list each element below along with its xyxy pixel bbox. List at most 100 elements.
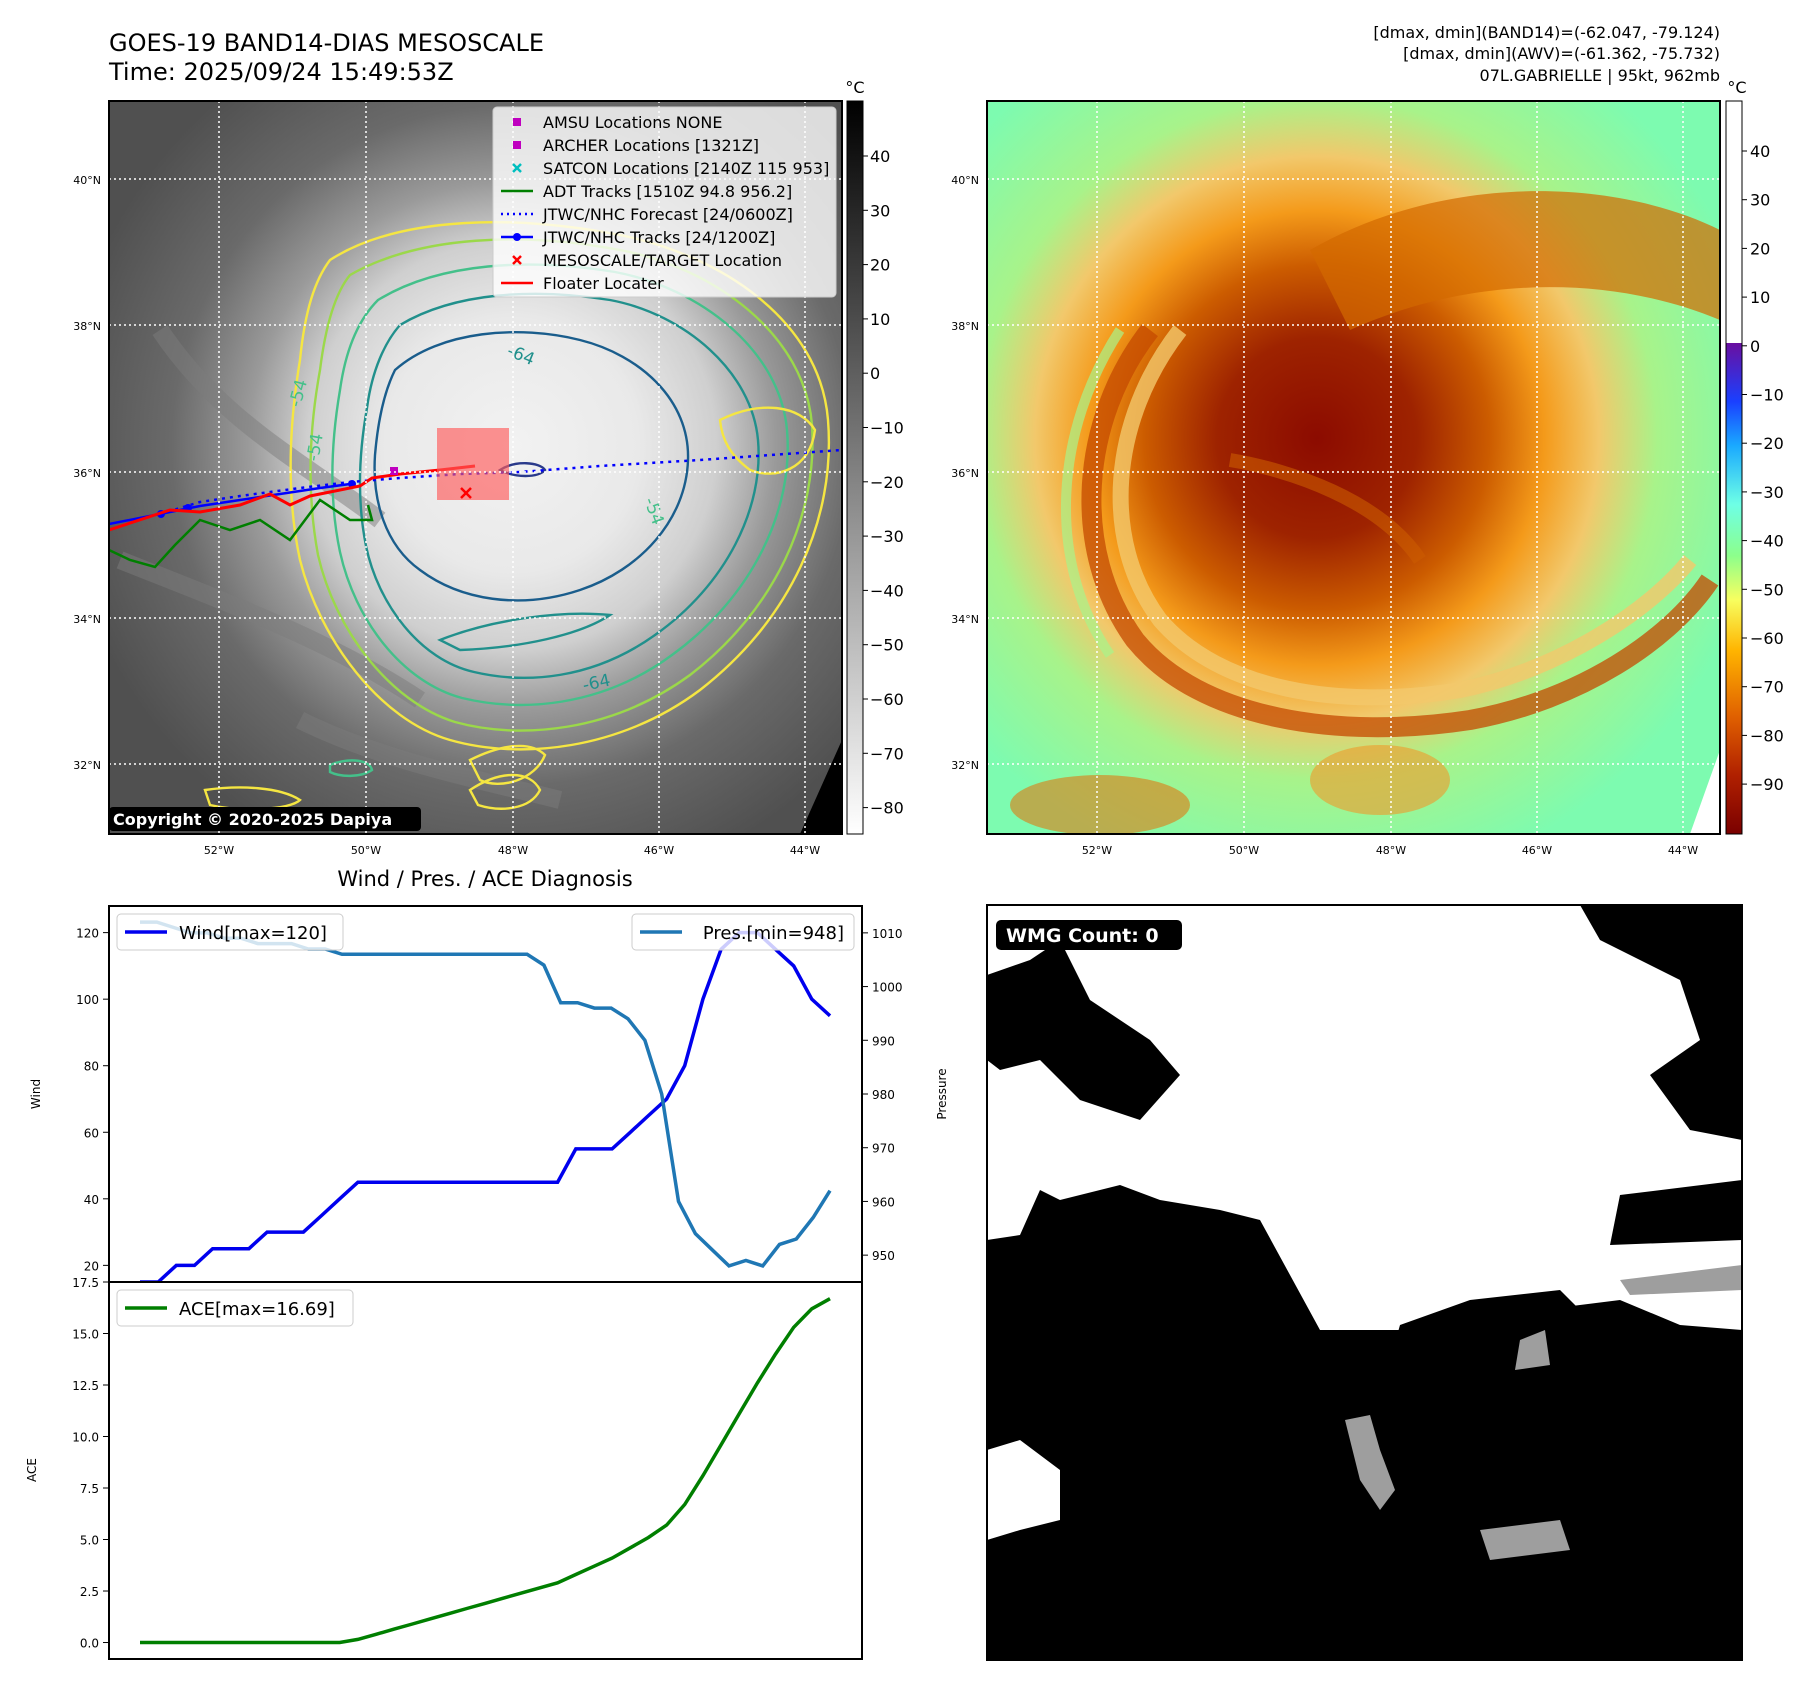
lon-tick-label: 52°W [1082,844,1112,857]
legend-marker-dot [513,233,521,241]
ace-ylabel: ACE [25,1458,39,1482]
awv-colorbar-tick-label: −10 [1750,386,1784,405]
awv-gridlines [987,101,1720,834]
ace-legend-label: ACE[max=16.69] [179,1299,335,1320]
ace-legend: ACE[max=16.69] [116,1289,354,1327]
awv-colorbar-tick-label: 30 [1750,191,1770,210]
pressure-ylabel: Pressure [935,1068,949,1119]
ir-colorbar-tick-label: −10 [870,419,904,438]
legend-entry-label: SATCON Locations [2140Z 115 953] [543,159,829,178]
awv-colorbar-tick-label: −30 [1750,483,1784,502]
ace-tick-label: 10.0 [72,1431,99,1445]
diag-title: Wind / Pres. / ACE Diagnosis [337,867,632,891]
ir-legend: AMSU Locations NONE ARCHER Locations [132… [492,106,837,298]
lat-tick-label: 36°N [73,467,101,480]
ir-colorbar-tick-label: −20 [870,473,904,492]
ir-colorbar-tick-label: −40 [870,581,904,600]
wind-tick-label: 20 [84,1259,99,1273]
ir-colorbar: °C 40 30 20 10 0 −10 −20 −30 −40 −50 −60 −70 −80 [845,78,904,835]
legend-entry-label: AMSU Locations NONE [543,113,722,132]
legend-marker [512,163,522,173]
wind-tick-label: 60 [84,1126,99,1140]
ir-colorbar-tick-label: 10 [870,310,890,329]
ace-tick-label: 12.5 [72,1379,99,1393]
contour-label-left: -54 [303,432,328,463]
awv-colorbar-tick-label: −80 [1750,726,1784,745]
lat-tick-label: 36°N [951,467,979,480]
lon-tick-label: 44°W [790,844,820,857]
wind-tick-label: 100 [76,993,99,1007]
ir-colorbar-tick-label: −50 [870,636,904,655]
legend-entry-label: JTWC/NHC Tracks [24/1200Z] [542,228,775,247]
ir-colorbar-tick-label: 0 [870,364,880,383]
pressure-legend: Pres.[min=948] [631,913,855,951]
lat-tick-label: 32°N [73,759,101,772]
awv-colorbar-tick-label: 0 [1750,337,1760,356]
figure-title: GOES-19 BAND14-DIAS MESOSCALE [109,29,544,57]
lon-tick-label: 48°W [1376,844,1406,857]
ace-tick-label: 5.0 [80,1534,99,1548]
awv-colorbar-tick-label: 40 [1750,142,1770,161]
lat-tick-label: 40°N [73,174,101,187]
awv-colorbar-tick-label: −90 [1750,775,1784,794]
wind-pressure-plot: 120 100 80 60 40 20 1010 1000 990 980 970 960 950 W… [29,905,949,1284]
wind-tick-label: 40 [84,1193,99,1207]
ir-track-lines [109,448,842,569]
ir-gridlines [109,101,842,834]
pressure-tick-label: 1010 [872,927,903,941]
ir-colorbar-tick-label: −70 [870,744,904,763]
ace-tick-label: 0.0 [80,1637,99,1651]
awv-colorbar-tick-label: −40 [1750,532,1784,551]
lon-tick-label: 44°W [1668,844,1698,857]
ir-colorbar-tick-label: −30 [870,527,904,546]
awv-colorbar-tick-label: −70 [1750,678,1784,697]
lon-tick-label: 50°W [1229,844,1259,857]
lon-tick-label: 46°W [1522,844,1552,857]
copyright-label: Copyright © 2020-2025 Dapiya [113,810,392,829]
ace-tick-label: 15.0 [72,1328,99,1342]
wmg-count-label: WMG Count: 0 [1006,925,1159,947]
info-storm: 07L.GABRIELLE | 95kt, 962mb [1480,66,1720,85]
lat-tick-label: 34°N [951,613,979,626]
lat-tick-label: 40°N [951,174,979,187]
ace-tick-label: 2.5 [80,1585,99,1599]
pressure-tick-label: 960 [872,1195,895,1209]
awv-image [987,101,1720,834]
ace-tick-label: 17.5 [72,1276,99,1290]
wind-series-line [140,930,832,1284]
archer-marker [390,467,398,475]
info-awv: [dmax, dmin](AWV)=(-61.362, -75.732) [1403,44,1720,63]
awv-colorbar-tick-label: 20 [1750,239,1770,258]
ir-map-panel: -64 -54 -54 -54 -64 Copyright © 2020-202… [108,100,843,835]
mesoscale-target-marker [460,487,472,499]
lat-tick-label: 34°N [73,613,101,626]
pressure-tick-label: 970 [872,1142,895,1156]
ir-colorbar-tick-label: −80 [870,799,904,818]
legend-marker [513,141,521,149]
awv-colorbar-tick-label: −60 [1750,629,1784,648]
lat-tick-label: 38°N [73,320,101,333]
figure-time: Time: 2025/09/24 15:49:53Z [108,58,454,86]
ir-colorbar-unit: °C [845,78,864,97]
awv-colorbar-unit: °C [1727,78,1746,97]
awv-colorbar-tick-label: −20 [1750,434,1784,453]
pressure-legend-label: Pres.[min=948] [703,923,844,944]
ir-colorbar-tick-label: −60 [870,690,904,709]
awv-colorbar-tick-label: 10 [1750,288,1770,307]
lat-tick-label: 32°N [951,759,979,772]
legend-marker [513,118,521,126]
wind-tick-label: 80 [84,1060,99,1074]
pressure-tick-label: 980 [872,1088,895,1102]
wind-tick-label: 120 [76,927,99,941]
ir-colorbar-tick-label: 30 [870,201,890,220]
legend-entry-label: JTWC/NHC Forecast [24/0600Z] [542,205,793,224]
lon-tick-label: 50°W [351,844,381,857]
info-band14: [dmax, dmin](BAND14)=(-62.047, -79.124) [1373,23,1720,42]
pressure-tick-label: 990 [872,1034,895,1048]
ace-plot: 17.5 15.0 12.5 10.0 7.5 5.0 2.5 0.0 ACE ACE[max… [25,1276,863,1660]
ace-series-line [140,1297,831,1645]
lon-tick-label: 48°W [498,844,528,857]
wind-legend-label: Wind[max=120] [179,923,327,944]
lon-tick-label: 46°W [644,844,674,857]
